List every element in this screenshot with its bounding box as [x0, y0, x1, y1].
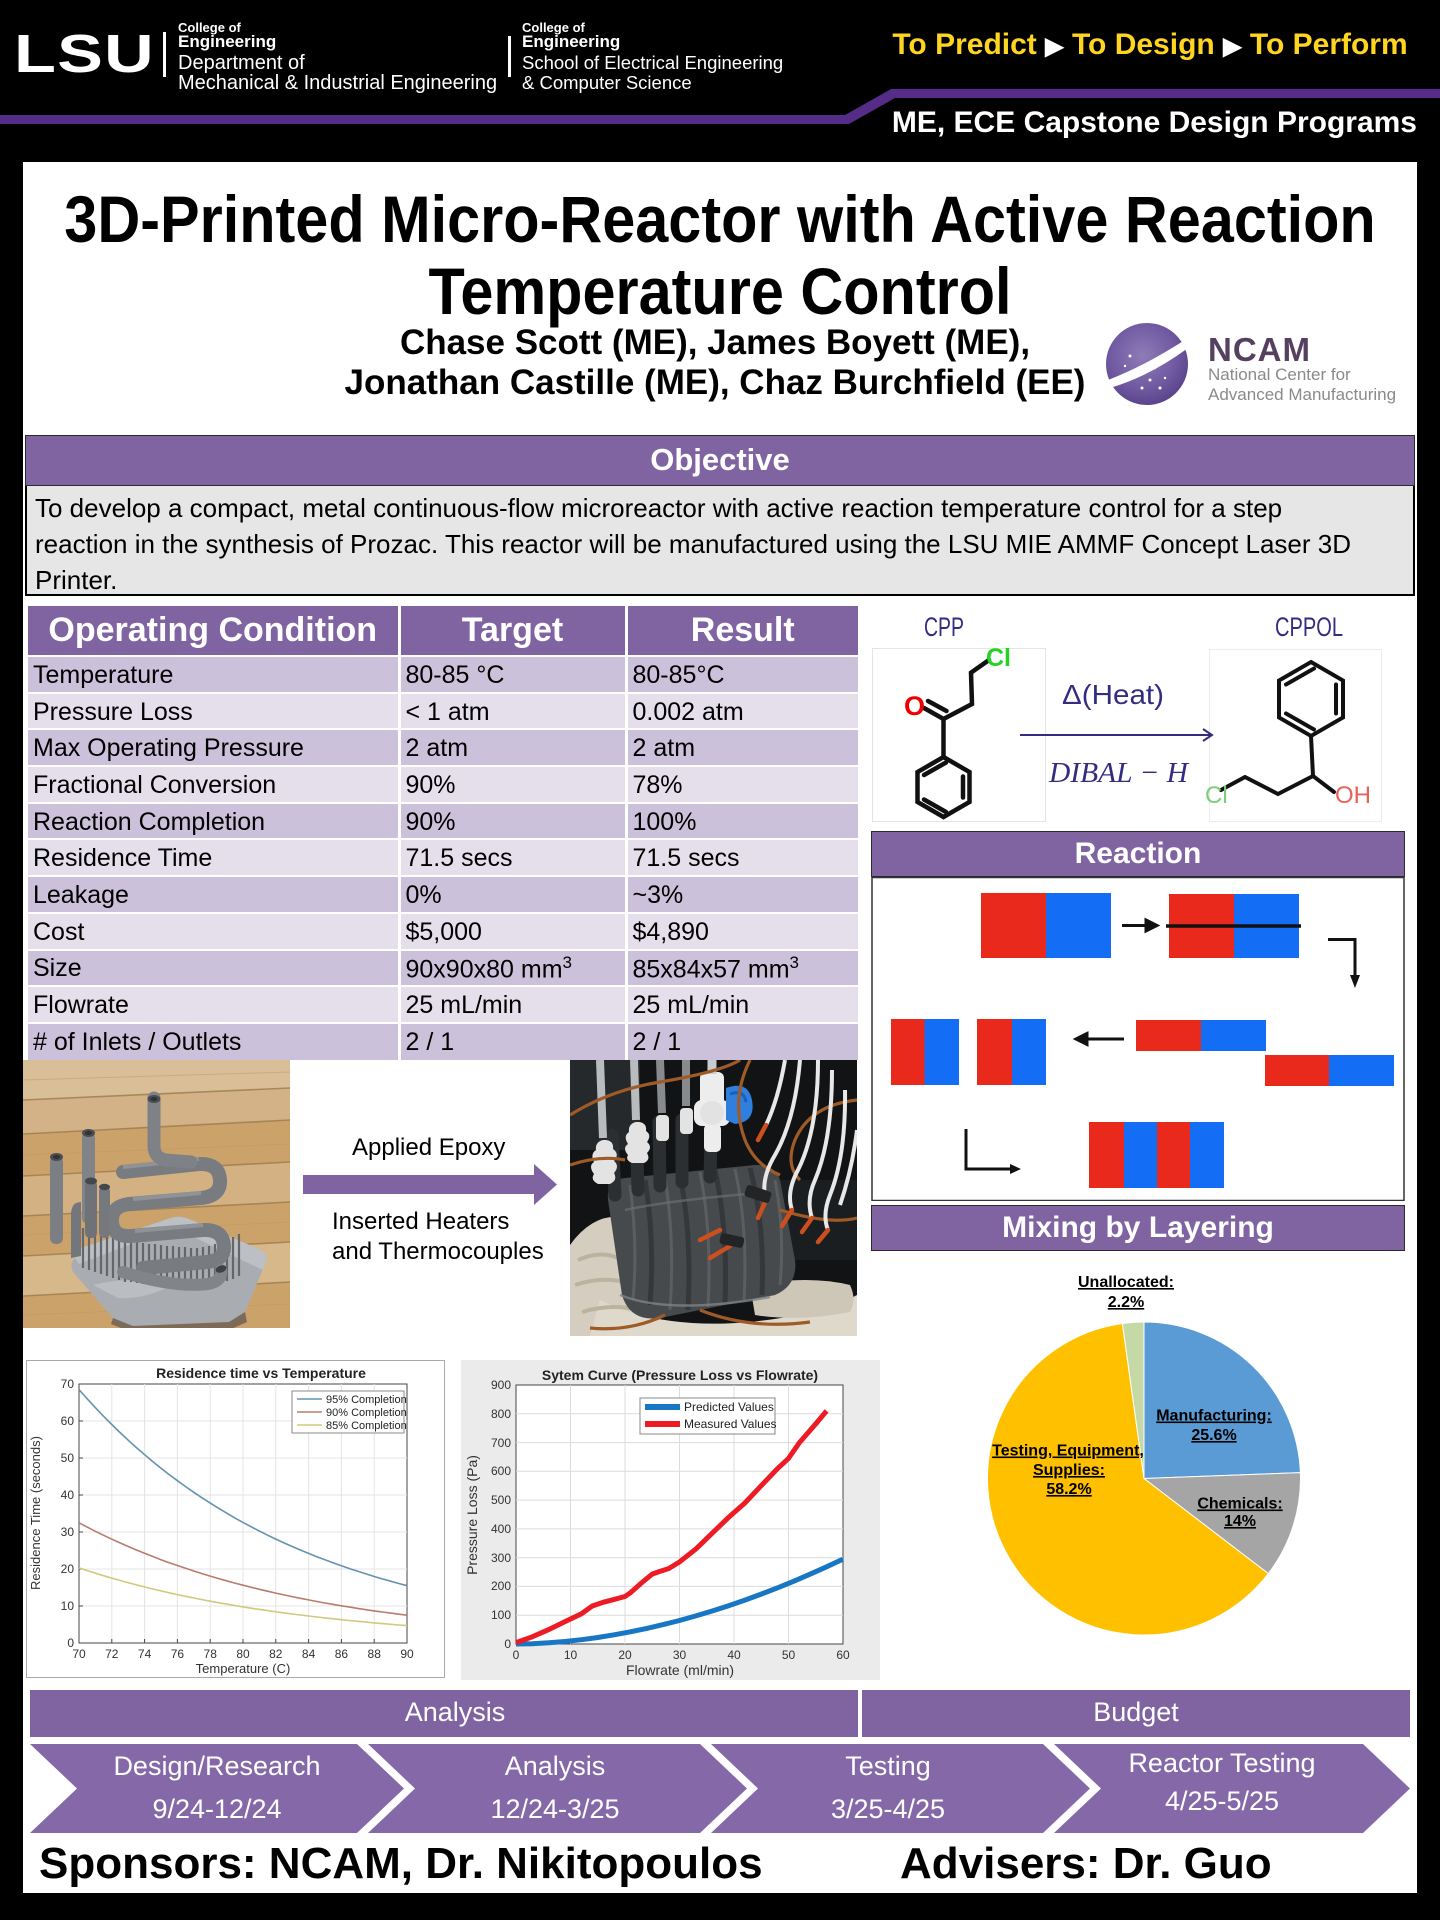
svg-text:10: 10 [61, 1599, 75, 1613]
svg-text:0: 0 [504, 1637, 511, 1651]
svg-text:14%: 14% [1224, 1513, 1256, 1530]
svg-text:80: 80 [236, 1647, 250, 1661]
svg-text:84: 84 [302, 1647, 316, 1661]
svg-text:70: 70 [72, 1647, 86, 1661]
svg-text:Chemicals:: Chemicals: [1197, 1496, 1282, 1513]
svg-text:Δ(Heat): Δ(Heat) [1062, 679, 1164, 710]
svg-text:NCAM: NCAM [1208, 331, 1311, 368]
svg-text:9/24-12/24: 9/24-12/24 [152, 1794, 281, 1824]
svg-text:600: 600 [491, 1464, 511, 1478]
svg-text:Pressure Loss (Pa): Pressure Loss (Pa) [464, 1455, 480, 1575]
svg-text:Manufacturing:: Manufacturing: [1156, 1408, 1272, 1425]
svg-text:60: 60 [836, 1648, 850, 1662]
svg-text:300: 300 [491, 1551, 511, 1565]
svg-text:100: 100 [491, 1608, 511, 1622]
svg-text:Residence Time (seconds): Residence Time (seconds) [28, 1436, 43, 1590]
svg-text:74: 74 [138, 1647, 152, 1661]
svg-text:76: 76 [171, 1647, 185, 1661]
svg-text:50: 50 [61, 1451, 75, 1465]
svg-text:90% Completion: 90% Completion [326, 1407, 407, 1419]
svg-text:85% Completion: 85% Completion [326, 1420, 407, 1432]
svg-text:National Center for: National Center for [1208, 365, 1351, 384]
svg-text:Unallocated:: Unallocated: [1078, 1274, 1174, 1291]
svg-text:90: 90 [400, 1647, 414, 1661]
svg-text:CPP: CPP [924, 612, 964, 642]
svg-text:800: 800 [491, 1407, 511, 1421]
svg-text:Cl: Cl [1205, 782, 1228, 809]
svg-text:Design/Research: Design/Research [113, 1751, 320, 1781]
svg-text:O: O [904, 691, 925, 721]
svg-text:95% Completion: 95% Completion [326, 1394, 407, 1406]
svg-text:30: 30 [673, 1648, 687, 1662]
svg-text:Supplies:: Supplies: [1033, 1462, 1105, 1479]
svg-text:Testing: Testing [845, 1751, 931, 1781]
svg-text:0: 0 [67, 1636, 74, 1650]
svg-text:3/25-4/25: 3/25-4/25 [831, 1794, 945, 1824]
svg-text:Temperature (C): Temperature (C) [196, 1661, 291, 1676]
svg-text:60: 60 [61, 1414, 75, 1428]
svg-text:40: 40 [61, 1488, 75, 1502]
svg-text:2.2%: 2.2% [1108, 1294, 1144, 1311]
svg-text:10: 10 [564, 1648, 578, 1662]
svg-text:20: 20 [618, 1648, 632, 1662]
svg-text:78: 78 [204, 1647, 218, 1661]
svg-text:Flowrate (ml/min): Flowrate (ml/min) [626, 1662, 734, 1678]
svg-text:Predicted Values: Predicted Values [684, 1400, 774, 1414]
svg-text:Analysis: Analysis [505, 1751, 606, 1781]
svg-text:CPPOL: CPPOL [1275, 612, 1343, 642]
svg-text:Sytem Curve (Pressure Loss vs: Sytem Curve (Pressure Loss vs Flowrate) [542, 1367, 818, 1383]
svg-text:Cl: Cl [986, 644, 1011, 672]
svg-text:88: 88 [368, 1647, 382, 1661]
svg-text:25.6%: 25.6% [1191, 1427, 1236, 1444]
svg-text:OH: OH [1335, 782, 1371, 809]
svg-text:Measured Values: Measured Values [684, 1417, 777, 1431]
svg-text:700: 700 [491, 1436, 511, 1450]
svg-text:86: 86 [335, 1647, 349, 1661]
svg-text:58.2%: 58.2% [1046, 1481, 1091, 1498]
svg-text:Advanced Manufacturing: Advanced Manufacturing [1208, 385, 1396, 404]
svg-text:Testing, Equipment,: Testing, Equipment, [992, 1443, 1144, 1460]
svg-text:400: 400 [491, 1522, 511, 1536]
svg-text:200: 200 [491, 1579, 511, 1593]
svg-text:50: 50 [782, 1648, 796, 1662]
svg-text:DIBAL − H: DIBAL − H [1048, 757, 1190, 789]
svg-text:82: 82 [269, 1647, 283, 1661]
svg-text:12/24-3/25: 12/24-3/25 [490, 1794, 619, 1824]
svg-text:0: 0 [513, 1648, 520, 1662]
svg-text:72: 72 [105, 1647, 119, 1661]
svg-text:900: 900 [491, 1378, 511, 1392]
svg-text:30: 30 [61, 1525, 75, 1539]
svg-text:20: 20 [61, 1562, 75, 1576]
svg-text:500: 500 [491, 1493, 511, 1507]
svg-text:4/25-5/25: 4/25-5/25 [1165, 1786, 1279, 1816]
svg-text:40: 40 [727, 1648, 741, 1662]
svg-text:Residence time vs Temperature: Residence time vs Temperature [156, 1365, 366, 1381]
svg-text:70: 70 [61, 1377, 75, 1391]
svg-text:Reactor Testing: Reactor Testing [1128, 1748, 1315, 1778]
